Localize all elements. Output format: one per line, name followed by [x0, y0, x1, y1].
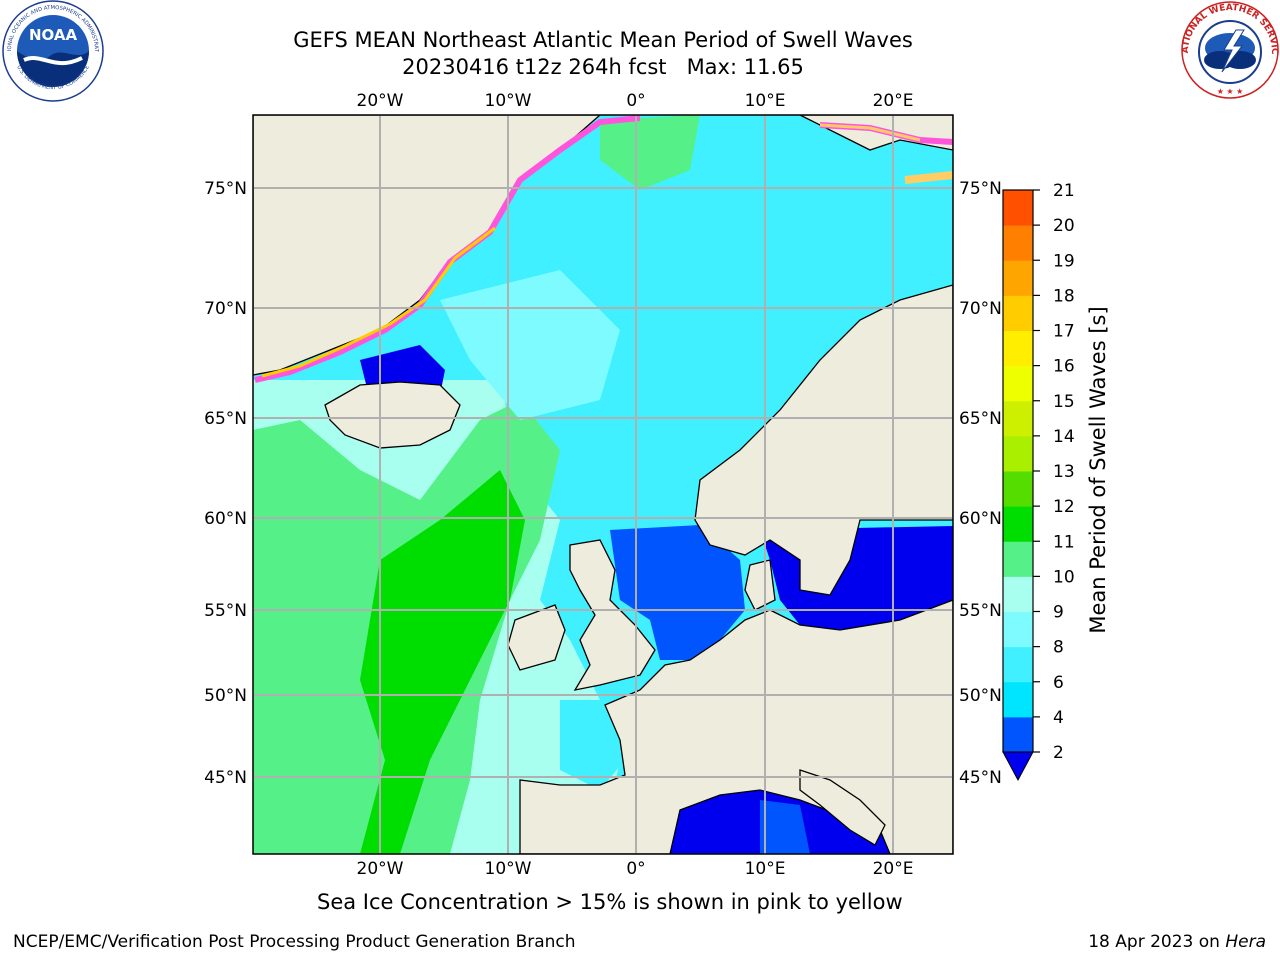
colorbar-segment: [1003, 330, 1033, 367]
colorbar-tick-label: 15: [1053, 392, 1075, 412]
colorbar-tick-label: 16: [1053, 357, 1075, 377]
swell-region-north-sea: [610, 525, 745, 660]
map-plot-area: [253, 115, 953, 854]
lon-label: 0°: [626, 859, 645, 879]
lon-label: 20°W: [357, 859, 404, 879]
lat-label: 55°N: [204, 601, 247, 621]
svg-text:★ ★ ★: ★ ★ ★: [1217, 87, 1244, 96]
lat-labels-right: 75°N 70°N 65°N 60°N 55°N 50°N 45°N: [959, 179, 1002, 788]
lon-label: 20°W: [357, 91, 404, 111]
iceland: [324, 381, 461, 449]
svg-text:NOAA: NOAA: [29, 26, 78, 44]
lon-label: 10°E: [745, 91, 786, 111]
swell-region-green-north: [600, 115, 700, 190]
lat-label: 50°N: [959, 686, 1002, 706]
lat-label: 60°N: [204, 509, 247, 529]
colorbar-segment: [1003, 646, 1033, 683]
lon-label: 20°E: [873, 859, 914, 879]
colorbar-tick-label: 13: [1053, 462, 1075, 482]
lat-label: 45°N: [959, 768, 1002, 788]
colorbar-label: Mean Period of Swell Waves [s]: [1086, 306, 1110, 634]
colorbar-segment: [1003, 681, 1033, 718]
chart-title: GEFS MEAN Northeast Atlantic Mean Period…: [293, 28, 913, 52]
lat-label: 45°N: [204, 768, 247, 788]
lat-label: 70°N: [959, 299, 1002, 319]
colorbar-segment: [1003, 576, 1033, 612]
lon-label: 10°W: [485, 859, 532, 879]
colorbar-tick-label: 9: [1053, 603, 1064, 623]
colorbar-segment: [1003, 190, 1033, 226]
lat-label: 60°N: [959, 509, 1002, 529]
colorbar-segment: [1003, 260, 1033, 296]
great-britain: [569, 539, 656, 691]
lon-label: 0°: [626, 91, 645, 111]
lat-label: 55°N: [959, 601, 1002, 621]
lat-label: 65°N: [959, 409, 1002, 429]
colorbar-tick-label: 6: [1053, 673, 1064, 693]
lat-label: 65°N: [204, 409, 247, 429]
colorbar-tick-label: 4: [1053, 708, 1064, 728]
nws-logo: NATIONAL WEATHER SERVICE ★ ★ ★: [1180, 0, 1279, 99]
swell-region-biscay: [560, 700, 625, 790]
lat-label: 75°N: [204, 179, 247, 199]
sea-ice-edge: [254, 115, 953, 383]
map-frame: [252, 114, 954, 855]
colorbar-tick-label: 20: [1053, 216, 1075, 236]
noaa-logo: NOAA NATIONAL OCEANIC AND ATMOSPHERIC AD…: [2, 0, 104, 102]
colorbar-segment: [1003, 225, 1033, 261]
lat-labels-left: 75°N 70°N 65°N 60°N 55°N 50°N 45°N: [204, 179, 247, 788]
footer-date-text: 18 Apr 2023 on: [1088, 932, 1226, 952]
sea-ice-note: Sea Ice Concentration > 15% is shown in …: [317, 890, 903, 914]
lon-label: 10°W: [485, 91, 532, 111]
footer-credit: NCEP/EMC/Verification Post Processing Pr…: [13, 932, 576, 952]
colorbar-segment: [1003, 295, 1033, 331]
colorbar-tick-label: 21: [1053, 181, 1075, 201]
colorbar-segment: [1003, 435, 1033, 472]
colorbar-tick-label: 11: [1053, 532, 1075, 552]
colorbar-tick-label: 10: [1053, 567, 1075, 587]
lat-label: 70°N: [204, 299, 247, 319]
colorbar-segment: [1003, 471, 1033, 507]
colorbar-tick-label: 14: [1053, 427, 1075, 447]
colorbar-segment: [1003, 365, 1033, 402]
lon-labels-bottom: 20°W 10°W 0° 10°E 20°E: [357, 859, 914, 879]
lon-labels-top: 20°W 10°W 0° 10°E 20°E: [357, 91, 914, 111]
colorbar-tick-label: 18: [1053, 286, 1075, 306]
colorbar-tick-label: 8: [1053, 638, 1064, 658]
footer-date: 18 Apr 2023 on Hera: [1088, 932, 1266, 952]
colorbar-segment: [1003, 506, 1033, 542]
colorbar-tick-label: 19: [1053, 251, 1075, 271]
footer-host: Hera: [1225, 932, 1266, 952]
swell-region-bright-green: [360, 470, 525, 854]
graticule: [253, 115, 953, 854]
lon-label: 10°E: [745, 859, 786, 879]
swell-region-med-light: [760, 800, 810, 854]
colorbar-extend-under: [1002, 751, 1034, 782]
lon-label: 20°E: [873, 91, 914, 111]
colorbar: 2 4 6 8 9 10 11 12 13 14 15 16 17 18 19 20 21: [1002, 181, 1075, 782]
colorbar-tick-label: 12: [1053, 497, 1075, 517]
italy: [799, 769, 886, 846]
colorbar-tick-label: 17: [1053, 322, 1075, 342]
colorbar-segment: [1003, 400, 1033, 437]
colorbar-segment: [1003, 541, 1033, 577]
chart-subtitle: 20230416 t12z 264h fcst Max: 11.65: [402, 55, 804, 79]
lat-label: 75°N: [959, 179, 1002, 199]
colorbar-tick-label: 2: [1053, 743, 1064, 763]
lat-label: 50°N: [204, 686, 247, 706]
colorbar-segment: [1003, 716, 1033, 753]
colorbar-segment: [1003, 611, 1033, 648]
